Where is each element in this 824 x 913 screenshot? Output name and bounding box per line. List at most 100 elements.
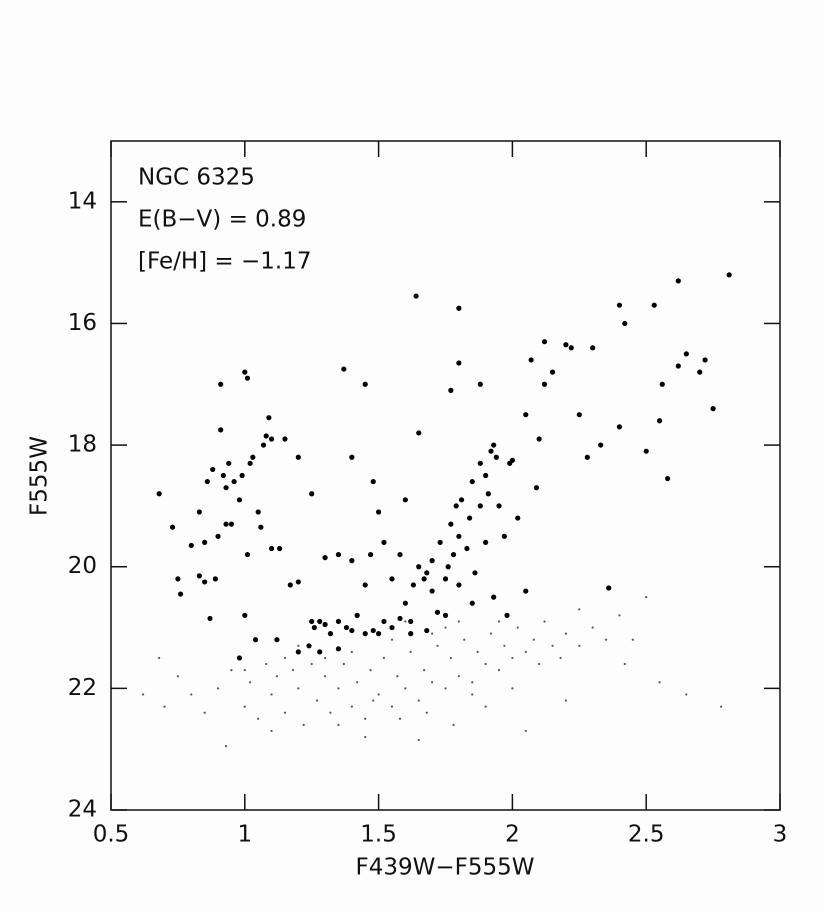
star-point	[362, 582, 368, 588]
star-point	[310, 662, 313, 666]
star-point	[317, 618, 323, 625]
star-point	[416, 564, 422, 570]
star-point	[335, 646, 342, 652]
star-point	[444, 626, 447, 629]
star-point	[364, 717, 367, 720]
star-point	[228, 521, 235, 527]
star-point	[176, 675, 179, 678]
star-point	[142, 693, 145, 696]
star-point	[247, 460, 253, 466]
star-point	[239, 472, 245, 479]
y-axis-label: F555W	[27, 436, 53, 516]
star-point	[497, 669, 501, 672]
star-point	[196, 573, 202, 579]
star-point	[188, 542, 194, 549]
star-point	[341, 366, 347, 372]
star-point	[268, 436, 275, 442]
star-point	[483, 472, 489, 479]
star-point	[429, 588, 435, 594]
star-point	[477, 381, 483, 387]
star-point	[489, 632, 493, 635]
star-point	[437, 539, 443, 546]
star-point	[323, 656, 327, 660]
star-point	[163, 705, 166, 708]
star-point	[283, 711, 287, 714]
star-point	[606, 585, 612, 591]
star-point	[282, 436, 288, 442]
star-point	[656, 418, 663, 424]
plot-frame	[110, 140, 781, 811]
star-point	[243, 669, 246, 672]
star-point	[685, 693, 688, 696]
star-point	[618, 614, 621, 617]
star-point	[337, 687, 340, 690]
star-point	[311, 624, 317, 631]
y-tick-label: 18	[68, 432, 97, 458]
star-point	[523, 412, 529, 418]
star-point	[493, 454, 499, 460]
star-point	[362, 631, 368, 637]
star-point	[429, 558, 435, 564]
star-point	[453, 503, 459, 509]
star-point	[476, 650, 479, 653]
star-point	[212, 576, 218, 582]
star-point	[477, 503, 483, 509]
star-point	[484, 705, 487, 708]
star-point	[257, 717, 260, 720]
annotation: NGC 6325	[138, 165, 255, 191]
x-tick-label: 2.5	[628, 822, 665, 848]
star-point	[417, 699, 420, 702]
star-point	[720, 705, 723, 708]
star-point	[158, 656, 161, 660]
star-point	[335, 551, 342, 558]
star-point	[551, 644, 554, 647]
star-point	[497, 620, 501, 623]
star-point	[402, 600, 408, 606]
star-point	[456, 533, 462, 539]
star-point	[422, 669, 426, 672]
star-point	[564, 699, 568, 702]
star-point	[528, 357, 534, 363]
star-point	[342, 662, 345, 666]
star-point	[309, 491, 315, 497]
star-point	[450, 551, 457, 558]
star-point	[424, 627, 430, 634]
star-point	[488, 448, 494, 454]
star-point	[416, 430, 422, 436]
star-point	[457, 620, 460, 623]
star-point	[697, 369, 703, 375]
star-point	[604, 638, 608, 641]
star-point	[404, 620, 407, 623]
star-point	[471, 693, 474, 696]
star-point	[224, 745, 228, 748]
star-point	[177, 591, 184, 597]
star-point	[302, 723, 305, 726]
star-point	[382, 656, 386, 660]
star-point	[207, 615, 213, 622]
star-point	[243, 705, 246, 708]
star-point	[349, 558, 355, 564]
star-point	[549, 369, 556, 375]
star-point	[456, 360, 462, 366]
star-point	[598, 442, 604, 448]
y-tick-label: 22	[68, 675, 97, 701]
star-point	[410, 582, 416, 588]
star-point	[236, 497, 243, 503]
star-point	[710, 406, 716, 412]
star-point	[397, 551, 403, 558]
star-point	[398, 717, 402, 720]
star-point	[515, 515, 521, 521]
star-point	[249, 681, 252, 684]
star-point	[564, 632, 568, 635]
star-point	[396, 675, 399, 678]
star-point	[436, 644, 439, 647]
star-point	[457, 675, 460, 678]
star-point	[408, 618, 414, 625]
star-point	[541, 339, 548, 345]
star-point	[202, 579, 208, 585]
star-point	[464, 545, 470, 552]
y-tick-label: 14	[68, 188, 97, 214]
star-point	[244, 375, 251, 381]
star-point	[356, 681, 359, 684]
